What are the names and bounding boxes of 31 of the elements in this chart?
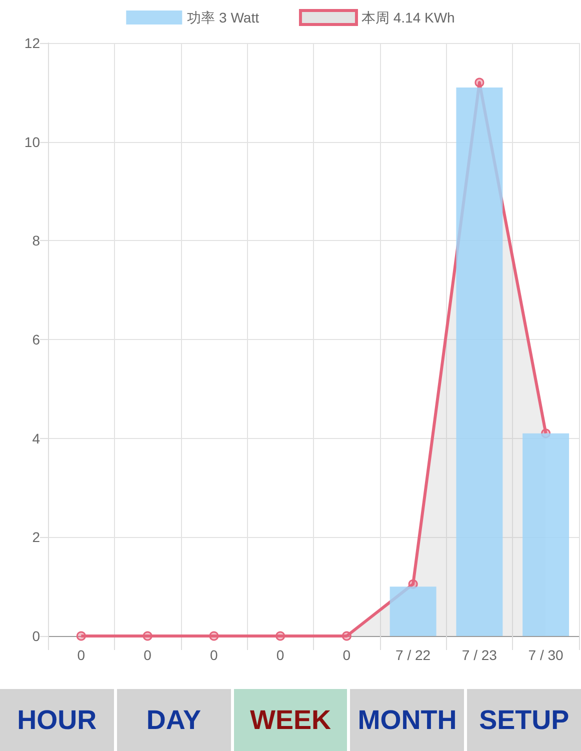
y-tick-label: 4 (32, 430, 40, 446)
point (474, 78, 484, 88)
tab-button[interactable]: DAY (116, 689, 231, 751)
point (209, 631, 219, 641)
bar (522, 433, 570, 636)
x-tick-label: 0 (77, 647, 86, 663)
tab-button[interactable]: SETUP (467, 689, 581, 751)
y-tick-label: 0 (32, 628, 40, 644)
x-tick-label: 0 (342, 647, 351, 663)
x-tick-label: 7 / 23 (462, 647, 498, 663)
x-tick-label: 0 (144, 647, 152, 663)
x-tick-label: 0 (210, 647, 218, 663)
y-tick-label: 6 (32, 332, 40, 348)
point (276, 631, 286, 641)
y-tick-label: 8 (32, 232, 40, 249)
y-tick-label: 12 (24, 35, 40, 51)
x-tick-label: 0 (276, 647, 284, 663)
y-tick-label: 2 (32, 529, 40, 546)
legend-label: 本周 4.14 KWh (361, 10, 455, 26)
legend-label: 功率 3 Watt (187, 10, 260, 26)
point (76, 631, 86, 641)
y-tick-label: 10 (24, 134, 40, 150)
tab-button[interactable]: MONTH (350, 689, 464, 751)
point (142, 631, 152, 641)
tab-button[interactable]: WEEK (234, 689, 348, 751)
x-tick-label: 7 / 22 (396, 647, 431, 663)
tab-button[interactable]: HOUR (0, 689, 114, 751)
point (342, 631, 352, 641)
bar (456, 87, 503, 636)
x-tick-label: 7 / 30 (528, 647, 564, 663)
bar (390, 586, 436, 636)
